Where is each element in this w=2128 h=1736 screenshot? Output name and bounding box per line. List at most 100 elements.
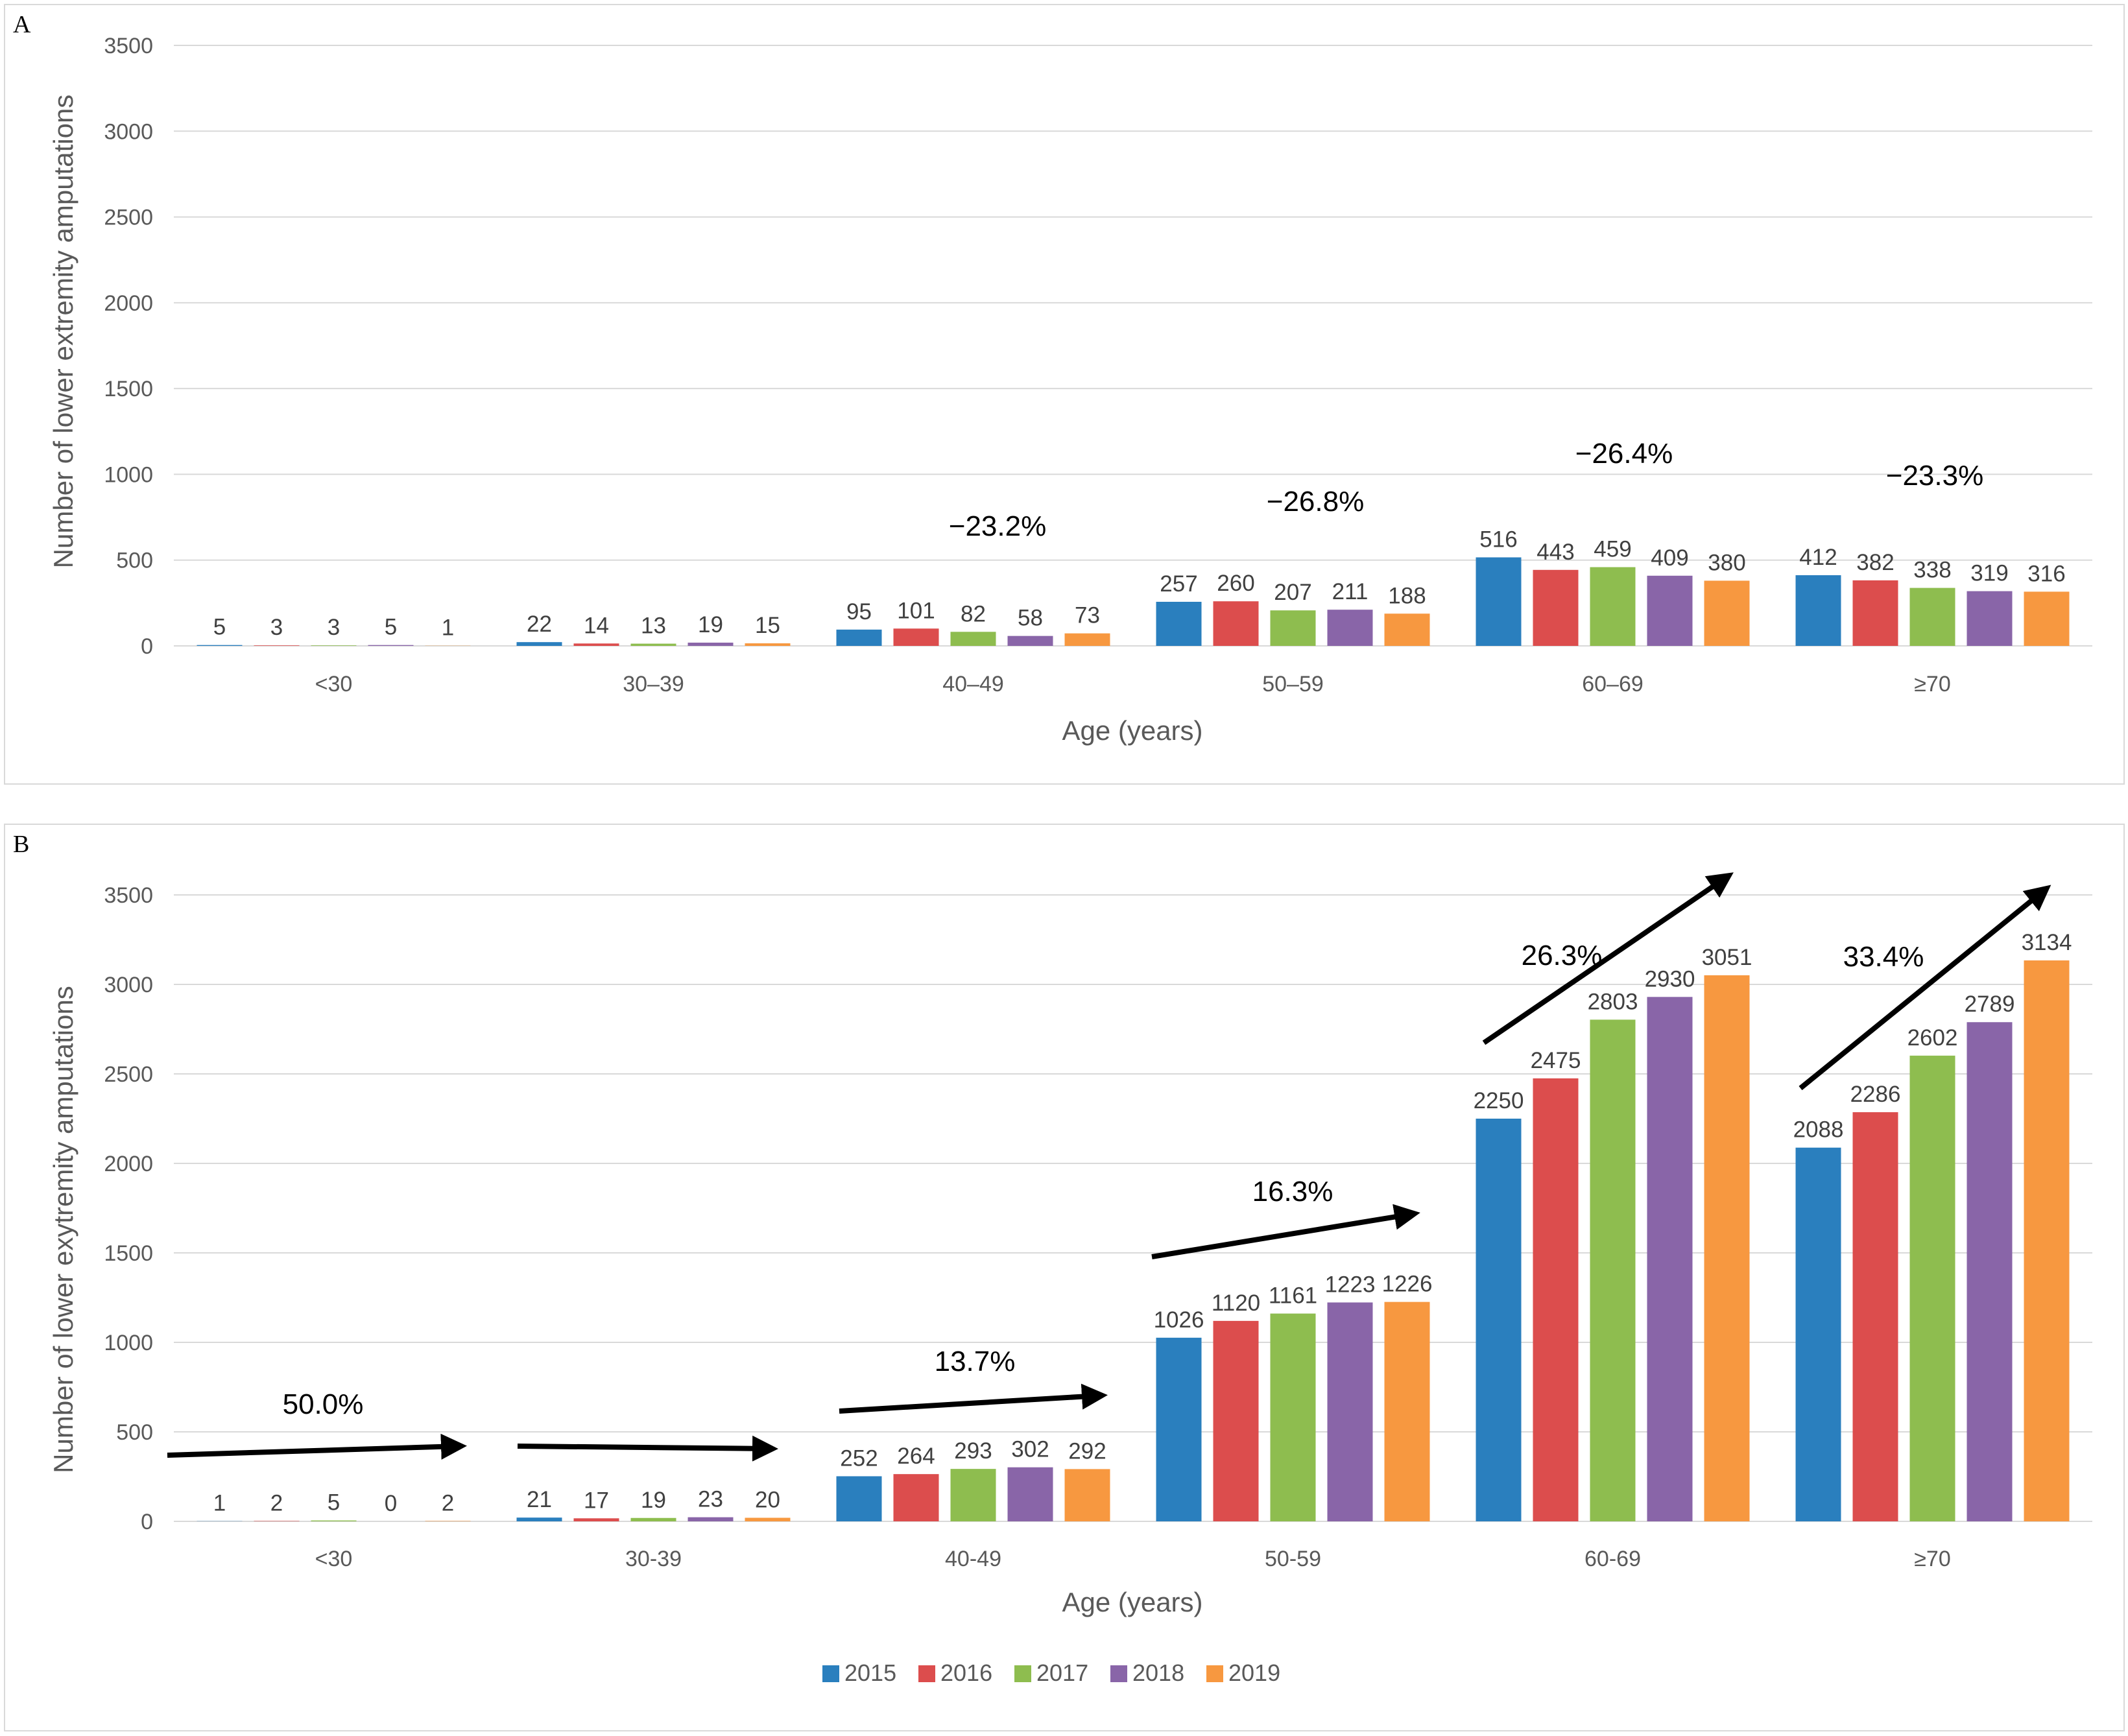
data-label-a-1-2018: 19	[698, 612, 723, 637]
bar-a-1-2019	[745, 643, 791, 646]
data-label-a-3-2019: 188	[1388, 583, 1426, 608]
bar-b-2-2017	[950, 1469, 996, 1521]
percent-change-label-b-1: 50.0%	[283, 1388, 364, 1420]
legend-label-2017: 2017	[1036, 1659, 1088, 1686]
bar-b-2-2016	[893, 1474, 939, 1521]
data-label-b-4-2016: 2475	[1531, 1048, 1581, 1073]
x-tick-label-b-1: 30-39	[625, 1547, 682, 1571]
data-label-a-2-2016: 101	[897, 598, 935, 623]
trend-arrow-b-5	[1799, 885, 2051, 1091]
panel-letter-b: B	[13, 831, 29, 858]
data-label-a-5-2019: 316	[2027, 561, 2065, 586]
percent-change-label-b-3: 16.3%	[1252, 1176, 1333, 1207]
bar-b-1-2017	[630, 1517, 676, 1521]
bar-a-0-2017	[311, 645, 357, 646]
data-label-a-4-2017: 459	[1594, 537, 1631, 562]
bar-a-1-2015	[516, 642, 562, 646]
data-label-a-4-2015: 516	[1479, 527, 1517, 552]
bar-a-0-2015	[197, 645, 243, 646]
legend-label-2016: 2016	[940, 1659, 992, 1686]
bar-a-4-2018	[1647, 575, 1693, 646]
bar-a-4-2015	[1476, 557, 1522, 646]
y-tick-label-a-0: 0	[141, 634, 153, 659]
bar-a-4-2016	[1533, 569, 1579, 646]
data-label-b-4-2015: 2250	[1474, 1088, 1524, 1113]
panel-letter-a: A	[13, 11, 31, 38]
y-tick-label-a-2000: 2000	[104, 291, 153, 316]
trend-arrow-b-1	[517, 1435, 778, 1462]
bar-b-2-2018	[1007, 1467, 1053, 1521]
data-label-a-5-2016: 382	[1856, 550, 1894, 575]
bar-a-5-2016	[1852, 580, 1898, 646]
data-label-a-1-2016: 14	[584, 613, 609, 638]
data-label-a-1-2015: 22	[527, 612, 552, 637]
bar-b-5-2019	[2024, 960, 2070, 1521]
bar-b-2-2019	[1064, 1469, 1110, 1521]
chart-panel-a: A Age (years) Number of lower extremity …	[4, 4, 2125, 785]
data-label-a-2-2018: 58	[1018, 606, 1043, 631]
bar-a-1-2016	[573, 643, 619, 646]
y-tick-label-b-1000: 1000	[104, 1331, 153, 1355]
bar-b-5-2016	[1852, 1112, 1898, 1521]
bar-b-5-2015	[1795, 1147, 1841, 1521]
bar-b-3-2018	[1327, 1302, 1373, 1521]
percent-change-label-b-4: 26.3%	[1522, 940, 1603, 971]
data-label-b-0-2017: 5	[328, 1490, 340, 1516]
x-tick-label-b-5: ≥70	[1914, 1547, 1950, 1571]
x-axis-title-b: Age (years)	[1062, 1587, 1202, 1617]
bar-a-3-2017	[1270, 610, 1316, 646]
bar-b-1-2016	[573, 1518, 619, 1521]
bar-b-1-2015	[516, 1517, 562, 1521]
y-tick-label-a-500: 500	[116, 549, 153, 573]
bar-a-2-2019	[1064, 633, 1110, 646]
x-axis-title-a: Age (years)	[1062, 715, 1202, 746]
data-label-b-2-2017: 293	[954, 1438, 992, 1464]
bar-a-2-2016	[893, 628, 939, 646]
x-tick-label-b-2: 40-49	[945, 1547, 1001, 1571]
y-tick-label-b-3000: 3000	[104, 973, 153, 997]
trend-arrow-b-3	[1151, 1204, 1420, 1259]
data-label-a-5-2015: 412	[1799, 545, 1837, 570]
bar-a-3-2016	[1213, 601, 1259, 646]
bar-b-1-2019	[745, 1517, 791, 1521]
bar-a-5-2017	[1909, 588, 1955, 646]
y-tick-label-b-2500: 2500	[104, 1062, 153, 1087]
data-label-b-5-2016: 2286	[1850, 1082, 1901, 1107]
bar-a-2-2015	[836, 629, 882, 646]
bar-b-4-2017	[1590, 1019, 1636, 1521]
legend: 2015 2016 2017 2018 2019	[822, 1659, 1280, 1686]
legend-swatch-2017	[1014, 1665, 1031, 1682]
data-label-b-3-2016: 1120	[1212, 1290, 1260, 1316]
data-label-a-4-2018: 409	[1651, 545, 1688, 571]
bar-a-0-2016	[254, 645, 300, 646]
x-tick-label-b-0: <30	[315, 1547, 353, 1571]
y-tick-label-b-2000: 2000	[104, 1152, 153, 1176]
bar-a-0-2018	[368, 645, 414, 646]
data-label-a-2-2017: 82	[961, 601, 986, 626]
data-label-b-2-2019: 292	[1068, 1438, 1106, 1464]
data-label-a-4-2016: 443	[1536, 540, 1574, 565]
data-label-a-0-2017: 3	[328, 615, 340, 640]
data-label-b-1-2019: 20	[755, 1487, 780, 1512]
data-label-b-5-2018: 2789	[1965, 992, 2015, 1017]
data-label-b-5-2019: 3134	[2022, 930, 2072, 955]
y-tick-label-b-1500: 1500	[104, 1241, 153, 1266]
y-tick-label-a-2500: 2500	[104, 206, 153, 230]
data-label-b-3-2017: 1161	[1269, 1283, 1317, 1309]
data-label-b-2-2015: 252	[840, 1445, 878, 1471]
bar-b-3-2016	[1213, 1320, 1259, 1521]
data-label-b-4-2017: 2803	[1588, 989, 1638, 1014]
data-label-b-3-2015: 1026	[1154, 1307, 1204, 1333]
legend-label-2018: 2018	[1132, 1659, 1184, 1686]
percent-change-label-b-2: 13.7%	[935, 1346, 1016, 1377]
y-tick-label-a-1000: 1000	[104, 462, 153, 487]
bar-b-3-2019	[1384, 1302, 1430, 1521]
bar-b-3-2017	[1270, 1313, 1316, 1521]
x-tick-label-b-3: 50-59	[1265, 1547, 1321, 1571]
bar-b-5-2017	[1909, 1055, 1955, 1521]
y-axis-title-a: Number of lower extremity amputations	[48, 95, 78, 569]
data-label-b-1-2018: 23	[698, 1487, 723, 1512]
y-tick-label-a-3500: 3500	[104, 34, 153, 58]
percent-change-label-a-1: −23.2%	[949, 510, 1046, 542]
data-label-b-1-2017: 19	[641, 1488, 666, 1513]
